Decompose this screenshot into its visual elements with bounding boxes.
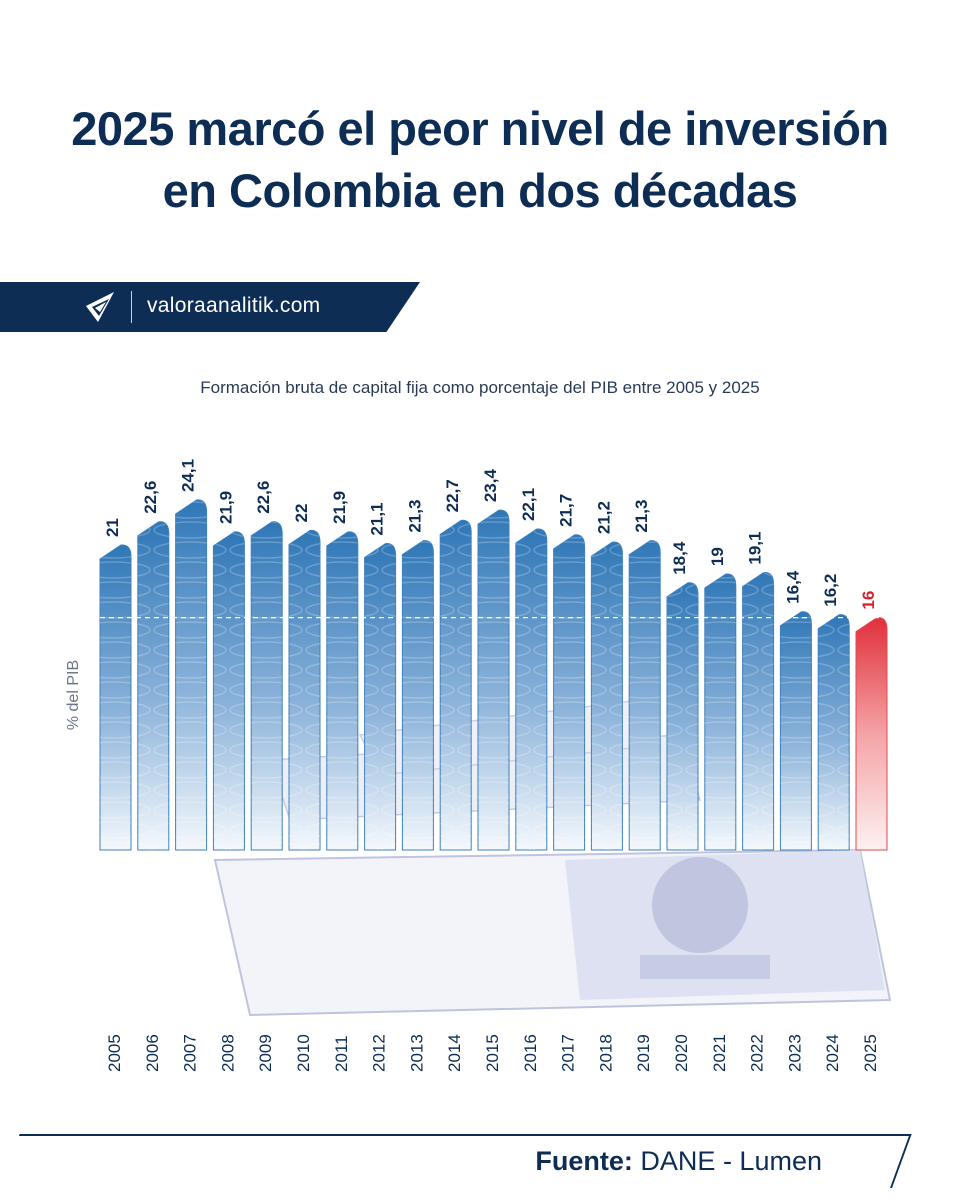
x-tick-2025: 2025	[861, 1034, 880, 1072]
value-label-2019: 21,3	[632, 500, 651, 533]
x-tick-2021: 2021	[710, 1034, 729, 1072]
value-label-2013: 21,3	[405, 500, 424, 533]
bar-texture-2007	[175, 499, 207, 850]
bar-texture-2005	[100, 544, 131, 850]
value-label-2014: 22,7	[443, 479, 462, 512]
bar-texture-2006	[137, 521, 169, 850]
x-tick-2023: 2023	[785, 1034, 804, 1072]
bar-texture-2017	[553, 534, 585, 850]
bar-texture-2021	[704, 573, 736, 850]
brand-divider	[131, 291, 132, 323]
bar-texture-2011	[326, 531, 358, 850]
bar-texture-2022	[742, 572, 774, 850]
x-tick-2022: 2022	[748, 1034, 767, 1072]
x-tick-2009: 2009	[256, 1034, 275, 1072]
x-tick-2020: 2020	[672, 1034, 691, 1072]
brand-banner: valoraanalitik.com	[0, 282, 420, 332]
x-tick-2006: 2006	[143, 1034, 162, 1072]
value-label-2018: 21,2	[594, 501, 613, 534]
bar-texture-2019	[629, 540, 661, 850]
bar-texture-2014	[440, 520, 472, 850]
value-label-2010: 22	[292, 504, 311, 523]
x-tick-labels: 2005 2006 2007 2008 2009 2010 2011 2012 2013 2014…	[105, 1034, 880, 1072]
value-label-2006: 22,6	[141, 481, 160, 514]
bar-texture-2023	[780, 611, 812, 850]
source-note: Fuente: DANE - Lumen	[535, 1146, 822, 1177]
bar-texture-2012	[364, 543, 396, 850]
source-label: Fuente:	[535, 1146, 633, 1176]
x-tick-2017: 2017	[559, 1034, 578, 1072]
bar-chart: 21 22,6 24,1 21,9 22,6 22 21,9 21,1 21,3 22,7 23,4…	[99, 459, 892, 1072]
value-label-2015: 23,4	[481, 469, 500, 503]
source-value: DANE - Lumen	[640, 1146, 822, 1176]
headline: 2025 marcó el peor nivel de inversión en …	[0, 98, 960, 222]
bar-texture-2013	[402, 540, 434, 850]
value-label-2011: 21,9	[330, 491, 349, 524]
x-tick-2013: 2013	[407, 1034, 426, 1072]
x-tick-2016: 2016	[521, 1034, 540, 1072]
value-label-2023: 16,4	[783, 570, 802, 604]
x-tick-2018: 2018	[596, 1034, 615, 1072]
x-tick-2005: 2005	[105, 1034, 124, 1072]
value-label-2008: 21,9	[216, 491, 235, 524]
value-label-2020: 18,4	[670, 541, 689, 575]
headline-line-2: en Colombia en dos décadas	[162, 164, 798, 217]
x-tick-2012: 2012	[370, 1034, 389, 1072]
bar-texture-2024	[818, 614, 850, 850]
valora-analitik-logo-icon	[86, 292, 114, 322]
bar-texture-2008	[213, 531, 245, 850]
chart-title: Formación bruta de capital fija como por…	[200, 378, 760, 397]
bar-texture-2009	[251, 521, 283, 850]
value-labels: 21 22,6 24,1 21,9 22,6 22 21,9 21,1 21,3 22,7 23,4…	[103, 459, 878, 610]
bar-texture-2010	[289, 530, 320, 850]
value-label-2007: 24,1	[179, 459, 198, 492]
bar-texture-2015	[478, 510, 509, 850]
value-label-2005: 21	[103, 518, 122, 537]
bars	[99, 499, 888, 851]
value-label-2017: 21,7	[557, 494, 576, 527]
bar-texture-2018	[591, 542, 623, 850]
value-label-2016: 22,1	[519, 488, 538, 521]
x-tick-2011: 2011	[332, 1035, 351, 1072]
bar-texture-2016	[515, 528, 547, 850]
x-tick-2019: 2019	[634, 1034, 653, 1072]
value-label-2012: 21,1	[368, 502, 387, 535]
x-tick-2007: 2007	[181, 1034, 200, 1072]
x-tick-2008: 2008	[218, 1034, 237, 1072]
value-label-2025: 16	[859, 591, 878, 610]
x-tick-2014: 2014	[445, 1034, 464, 1072]
brand-site-link[interactable]: valoraanalitik.com	[147, 294, 321, 317]
x-tick-2010: 2010	[294, 1034, 313, 1072]
x-tick-2024: 2024	[823, 1034, 842, 1072]
value-label-2009: 22,6	[254, 481, 273, 514]
value-label-2021: 19	[708, 547, 727, 566]
bar-2025	[855, 617, 888, 851]
bar-texture-2020	[667, 582, 698, 850]
headline-line-1: 2025 marcó el peor nivel de inversión	[71, 102, 889, 155]
value-label-2024: 16,2	[821, 574, 840, 607]
value-label-2022: 19,1	[746, 532, 765, 565]
x-tick-2015: 2015	[483, 1034, 502, 1072]
